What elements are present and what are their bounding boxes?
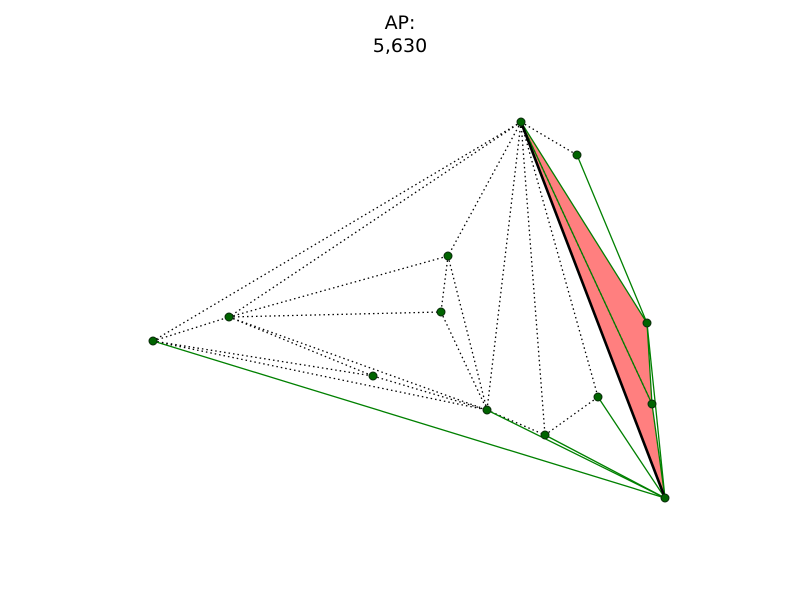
graph-node: [516, 117, 526, 127]
graph-node: [593, 392, 603, 402]
graph-node: [224, 312, 234, 322]
green-edge: [646, 322, 666, 499]
green-edge: [520, 121, 653, 405]
green-edge: [544, 434, 666, 499]
dotted-edge: [372, 375, 488, 411]
graph-node: [647, 399, 657, 409]
title-line-2: 5,630: [372, 35, 428, 57]
dotted-edge: [486, 409, 546, 436]
green-edge: [152, 340, 666, 499]
green-edge: [486, 409, 666, 499]
dotted-edge: [152, 121, 522, 342]
green-edge: [597, 396, 666, 499]
dotted-edges: [152, 121, 653, 436]
green-edge: [576, 154, 648, 324]
dotted-edge: [152, 340, 488, 411]
dotted-edge: [228, 121, 522, 318]
nodes: [148, 117, 670, 503]
plot-title: AP: 5,630: [0, 12, 800, 58]
dotted-edge: [544, 396, 599, 436]
graph-node: [436, 307, 446, 317]
dotted-edge: [152, 316, 230, 342]
dotted-edge: [228, 316, 488, 411]
dotted-edge: [228, 255, 449, 318]
dotted-edge: [486, 121, 522, 411]
dotted-edge: [440, 255, 449, 313]
graph-node: [642, 318, 652, 328]
graph-node: [148, 336, 158, 346]
graph-node: [482, 405, 492, 415]
graph-node: [572, 150, 582, 160]
dotted-edge: [228, 311, 442, 318]
dotted-edge: [152, 340, 374, 377]
dotted-edge: [447, 121, 522, 257]
graph-node: [368, 371, 378, 381]
graph-node: [540, 430, 550, 440]
title-line-1: AP:: [384, 12, 416, 34]
highlight-edge: [519, 121, 667, 499]
green-edge: [651, 403, 666, 499]
dotted-edge: [447, 255, 488, 411]
dotted-edge: [520, 121, 546, 436]
green-edges: [152, 121, 666, 499]
dotted-edge: [520, 121, 578, 156]
graph-node: [443, 251, 453, 261]
dotted-edge: [440, 311, 488, 411]
dotted-edge: [228, 316, 374, 377]
graph-node: [660, 493, 670, 503]
green-edge: [520, 121, 648, 324]
